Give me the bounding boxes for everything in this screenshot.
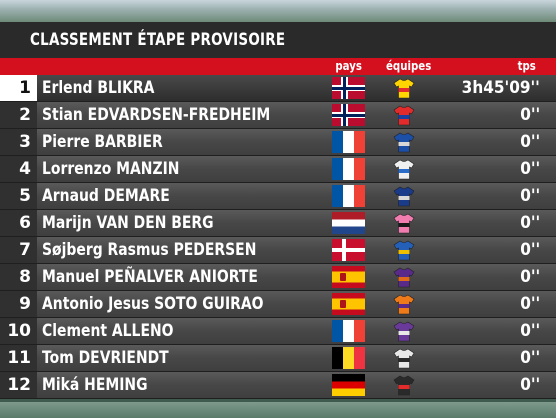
- team-jersey-icon: [393, 186, 415, 207]
- team-jersey-icon: [393, 213, 415, 234]
- results-list: 1 Erlend BLIKRA 3h45'09'' 2 Stian EDVARDSEN-…: [0, 75, 556, 399]
- norway-cross-horizontal: [332, 113, 365, 117]
- team-jersey-icon: [393, 321, 415, 342]
- row-body: Clement ALLENO 0'': [37, 318, 556, 344]
- finish-time: 0'': [519, 294, 540, 314]
- background-scenery-bottom: [0, 402, 556, 418]
- rank-number: 11: [0, 345, 37, 371]
- table-row: 8 Manuel PEÑALVER ANIORTE 0'': [0, 264, 556, 291]
- rank-number: 10: [0, 318, 37, 344]
- rider-name: Manuel PEÑALVER ANIORTE: [42, 267, 258, 287]
- finish-time: 0'': [519, 267, 540, 287]
- finish-time: 0'': [519, 375, 540, 395]
- rank-number: 9: [0, 291, 37, 317]
- rider-name: Erlend BLIKRA: [42, 78, 155, 98]
- team-jersey-icon: [393, 78, 415, 99]
- table-row: 2 Stian EDVARDSEN-FREDHEIM 0'': [0, 102, 556, 129]
- rider-name: Tom DEVRIENDT: [42, 348, 169, 368]
- rank-number: 2: [0, 102, 37, 128]
- finish-time: 3h45'09'': [461, 78, 540, 98]
- finish-time: 0'': [519, 240, 540, 260]
- team-jersey-icon: [393, 159, 415, 180]
- team-jersey-icon: [393, 375, 415, 396]
- rider-name: Lorrenzo MANZIN: [42, 159, 180, 179]
- finish-time: 0'': [519, 186, 540, 206]
- rider-name: Søjberg Rasmus PEDERSEN: [42, 240, 257, 260]
- netherlands-flag-icon: [332, 212, 365, 234]
- rider-name: Marijn VAN DEN BERG: [42, 213, 214, 233]
- row-body: Arnaud DEMARE 0'': [37, 183, 556, 209]
- rider-name: Miká HEMING: [42, 375, 148, 395]
- finish-time: 0'': [519, 159, 540, 179]
- finish-time: 0'': [519, 348, 540, 368]
- table-row: 4 Lorrenzo MANZIN 0'': [0, 156, 556, 183]
- rank-number: 8: [0, 264, 37, 290]
- row-body: Lorrenzo MANZIN 0'': [37, 156, 556, 182]
- team-jersey-icon: [393, 240, 415, 261]
- column-header-row: pays équipes tps: [0, 58, 556, 75]
- table-row: 3 Pierre BARBIER 0'': [0, 129, 556, 156]
- belgium-flag-icon: [332, 347, 365, 369]
- france-flag-icon: [332, 320, 365, 342]
- rank-number: 7: [0, 237, 37, 263]
- header-pays: pays: [335, 59, 362, 73]
- germany-flag-icon: [332, 374, 365, 396]
- table-row: 1 Erlend BLIKRA 3h45'09'': [0, 75, 556, 102]
- team-jersey-icon: [393, 348, 415, 369]
- rider-name: Pierre BARBIER: [42, 132, 163, 152]
- row-body: Miká HEMING 0'': [37, 372, 556, 398]
- finish-time: 0'': [519, 213, 540, 233]
- norway-flag-icon: [332, 104, 365, 126]
- table-row: 6 Marijn VAN DEN BERG 0'': [0, 210, 556, 237]
- row-body: Manuel PEÑALVER ANIORTE 0'': [37, 264, 556, 290]
- norway-flag-icon: [332, 77, 365, 99]
- norway-cross-horizontal: [332, 86, 365, 90]
- france-flag-icon: [332, 158, 365, 180]
- classification-panel: CLASSEMENT ÉTAPE PROVISOIRE pays équipes…: [0, 22, 556, 402]
- finish-time: 0'': [519, 105, 540, 125]
- row-body: Søjberg Rasmus PEDERSEN 0'': [37, 237, 556, 263]
- rank-number: 3: [0, 129, 37, 155]
- row-body: Stian EDVARDSEN-FREDHEIM 0'': [37, 102, 556, 128]
- rider-name: Antonio Jesus SOTO GUIRAO: [42, 294, 264, 314]
- team-jersey-icon: [393, 294, 415, 315]
- rank-number: 5: [0, 183, 37, 209]
- rank-number: 12: [0, 372, 37, 398]
- header-equipes: équipes: [385, 59, 432, 73]
- row-body: Erlend BLIKRA 3h45'09'': [37, 75, 556, 101]
- rank-number: 1: [0, 75, 37, 101]
- denmark-flag-icon: [332, 239, 365, 261]
- title-bar: CLASSEMENT ÉTAPE PROVISOIRE: [0, 22, 556, 58]
- team-jersey-icon: [393, 105, 415, 126]
- row-body: Pierre BARBIER 0'': [37, 129, 556, 155]
- spain-flag-icon: [332, 293, 365, 315]
- table-row: 11 Tom DEVRIENDT 0'': [0, 345, 556, 372]
- row-body: Antonio Jesus SOTO GUIRAO 0'': [37, 291, 556, 317]
- table-row: 5 Arnaud DEMARE 0'': [0, 183, 556, 210]
- row-body: Marijn VAN DEN BERG 0'': [37, 210, 556, 236]
- rider-name: Stian EDVARDSEN-FREDHEIM: [42, 105, 271, 125]
- header-tps: tps: [517, 59, 536, 73]
- finish-time: 0'': [519, 132, 540, 152]
- page-title: CLASSEMENT ÉTAPE PROVISOIRE: [30, 30, 286, 50]
- rider-name: Clement ALLENO: [42, 321, 174, 341]
- table-row: 7 Søjberg Rasmus PEDERSEN 0'': [0, 237, 556, 264]
- background-scenery-top: [0, 0, 556, 22]
- row-body: Tom DEVRIENDT 0'': [37, 345, 556, 371]
- rank-number: 6: [0, 210, 37, 236]
- rank-number: 4: [0, 156, 37, 182]
- team-jersey-icon: [393, 267, 415, 288]
- france-flag-icon: [332, 185, 365, 207]
- rider-name: Arnaud DEMARE: [42, 186, 170, 206]
- team-jersey-icon: [393, 132, 415, 153]
- france-flag-icon: [332, 131, 365, 153]
- table-row: 12 Miká HEMING 0'': [0, 372, 556, 399]
- table-row: 10 Clement ALLENO 0'': [0, 318, 556, 345]
- spain-flag-icon: [332, 266, 365, 288]
- table-row: 9 Antonio Jesus SOTO GUIRAO 0'': [0, 291, 556, 318]
- finish-time: 0'': [519, 321, 540, 341]
